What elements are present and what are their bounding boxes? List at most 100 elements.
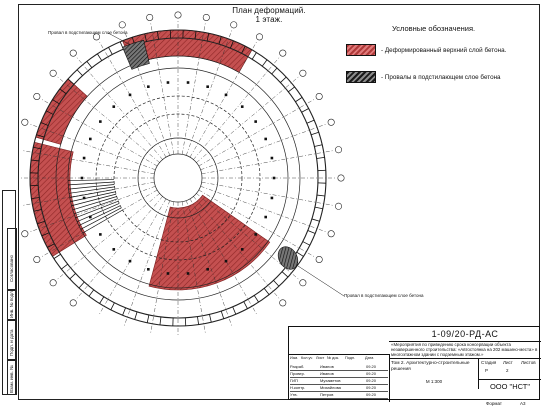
axis-line	[150, 22, 175, 155]
wall-tick	[230, 40, 234, 49]
column	[186, 81, 190, 84]
column	[224, 93, 228, 97]
table-row: Провер. Иванов 09.20	[290, 371, 388, 378]
wall-tick	[197, 316, 199, 325]
wall-tick	[33, 209, 42, 212]
wall-tick	[314, 206, 323, 210]
wall-tick	[261, 59, 268, 67]
wall-tick	[52, 99, 60, 105]
wall-tick	[263, 288, 270, 295]
sheets-label: Листов	[521, 360, 536, 365]
row-name: Михайлова	[320, 385, 341, 390]
axis-line	[181, 22, 206, 155]
axis-bubble	[335, 202, 343, 210]
column	[128, 93, 132, 97]
axis-line	[76, 196, 163, 300]
wall-tick	[41, 232, 50, 237]
table-row: Н.контр. Михайлова 09.20	[290, 385, 388, 392]
axis-bubble	[335, 146, 343, 154]
legend-label-voids: - Провалы в подстилающем слое бетона	[381, 73, 501, 81]
axis-line	[201, 181, 334, 206]
drawing-title: План деформаций. 1 этаж.	[224, 6, 314, 24]
row-name: Петров	[320, 392, 334, 397]
column	[147, 268, 150, 271]
label-replace-inv: Взам. инв. №	[9, 365, 14, 393]
axis-line	[198, 189, 315, 258]
col-koluch: Кол.уч	[301, 356, 313, 360]
wall-tick	[316, 194, 325, 197]
wall-tick	[271, 67, 278, 75]
wall-tick	[307, 230, 316, 234]
leader-line	[297, 265, 345, 297]
ramp-stroke	[69, 186, 115, 194]
column	[254, 233, 257, 236]
wall-tick	[232, 306, 237, 315]
stage-value: Р	[485, 368, 489, 373]
wall-tick	[37, 220, 45, 225]
ramp-stroke	[78, 205, 121, 226]
row-date: 09.20	[366, 371, 377, 376]
axis-line	[189, 41, 258, 158]
void-zone	[122, 39, 150, 70]
wall-tick	[40, 122, 49, 126]
column	[206, 268, 209, 271]
wall-tick	[36, 134, 45, 138]
column	[80, 176, 84, 180]
ramp-stroke	[68, 181, 115, 186]
legend-title: Условные обозначения.	[392, 24, 476, 33]
sheet-label: Лист	[503, 360, 513, 365]
axis-line	[98, 198, 167, 315]
axis-bubble	[33, 93, 41, 101]
wall-tick	[108, 47, 113, 55]
wall-tick	[209, 314, 212, 323]
axis-bubble	[337, 174, 345, 182]
wall-tick	[316, 157, 325, 159]
axis-bubble	[299, 69, 307, 77]
axis-line	[98, 41, 167, 158]
column	[166, 81, 170, 84]
axis-bubble	[146, 13, 154, 21]
col-izm: Изм.	[290, 356, 299, 360]
row-role: Провер.	[290, 371, 305, 376]
wall-tick	[33, 146, 42, 150]
stage-label: Стадия	[481, 360, 497, 365]
table-row: Утв. Петров 09.20	[290, 392, 388, 399]
row-name: Иванов	[320, 371, 334, 376]
axis-bubble	[327, 118, 335, 126]
column	[206, 85, 209, 88]
stage-grid: Стадия Лист Листов Р 2	[479, 359, 541, 375]
axis-line	[200, 123, 327, 171]
wall-tick	[311, 218, 320, 222]
axis-bubble	[118, 21, 126, 29]
legend-item-voids: - Провалы в подстилающем слое бетона	[346, 70, 501, 84]
ramp-stroke	[75, 200, 119, 219]
col-date: Дата	[365, 356, 374, 360]
wall-tick	[311, 131, 319, 136]
axis-line	[123, 200, 171, 327]
row-name: Мухаметов	[320, 378, 341, 383]
ramp-stroke	[76, 203, 120, 223]
ramp-stroke	[69, 188, 116, 198]
column	[82, 196, 86, 200]
wall-tick	[159, 316, 162, 325]
wall-tick	[110, 302, 115, 311]
row-role: ГИП	[290, 378, 298, 383]
col-list: Лист	[316, 356, 325, 360]
row-date: 09.20	[366, 364, 377, 369]
axis-bubble	[279, 299, 287, 307]
axis-bubble	[33, 255, 41, 263]
format-value: А3	[520, 401, 526, 406]
row-date: 09.20	[366, 392, 377, 397]
wall-tick	[302, 241, 311, 246]
column	[128, 259, 132, 263]
note-void-top: Провал в подстилающем слое бетона	[48, 30, 128, 35]
axis-line	[29, 185, 156, 233]
axis-bubble	[230, 21, 238, 29]
row-name: Иванов	[320, 364, 334, 369]
wall-tick	[295, 97, 303, 103]
axis-line	[185, 29, 233, 156]
column	[82, 156, 86, 160]
wall-tick	[288, 86, 295, 93]
wall-tick	[218, 36, 222, 45]
